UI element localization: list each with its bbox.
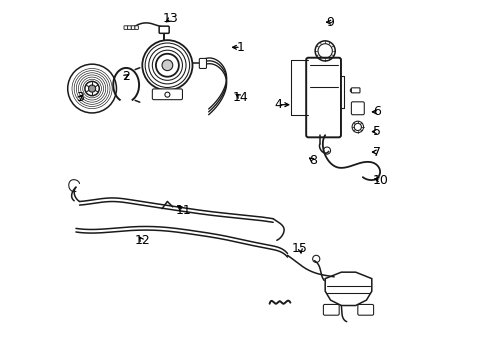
FancyBboxPatch shape bbox=[305, 58, 340, 137]
FancyBboxPatch shape bbox=[159, 26, 169, 33]
FancyBboxPatch shape bbox=[124, 26, 127, 30]
FancyBboxPatch shape bbox=[135, 26, 138, 30]
Text: 7: 7 bbox=[372, 145, 381, 158]
Circle shape bbox=[88, 85, 96, 92]
Text: 11: 11 bbox=[175, 204, 191, 217]
FancyBboxPatch shape bbox=[131, 26, 135, 30]
FancyBboxPatch shape bbox=[357, 305, 373, 315]
Text: 9: 9 bbox=[326, 16, 334, 29]
FancyBboxPatch shape bbox=[323, 305, 339, 315]
Text: 8: 8 bbox=[308, 154, 316, 167]
Text: 10: 10 bbox=[372, 174, 388, 186]
Text: 4: 4 bbox=[274, 98, 282, 111]
Text: 5: 5 bbox=[372, 125, 381, 138]
FancyBboxPatch shape bbox=[351, 88, 359, 93]
Circle shape bbox=[162, 60, 172, 71]
Text: 3: 3 bbox=[76, 91, 84, 104]
Text: 14: 14 bbox=[233, 91, 248, 104]
FancyBboxPatch shape bbox=[199, 58, 206, 68]
FancyBboxPatch shape bbox=[152, 89, 182, 100]
Text: 12: 12 bbox=[134, 234, 150, 247]
Text: 1: 1 bbox=[237, 41, 244, 54]
FancyBboxPatch shape bbox=[127, 26, 131, 30]
FancyBboxPatch shape bbox=[351, 102, 364, 115]
Text: 6: 6 bbox=[372, 105, 380, 118]
Text: 13: 13 bbox=[163, 12, 179, 25]
Text: 2: 2 bbox=[122, 69, 130, 82]
Text: 15: 15 bbox=[291, 242, 307, 255]
Polygon shape bbox=[325, 272, 371, 306]
